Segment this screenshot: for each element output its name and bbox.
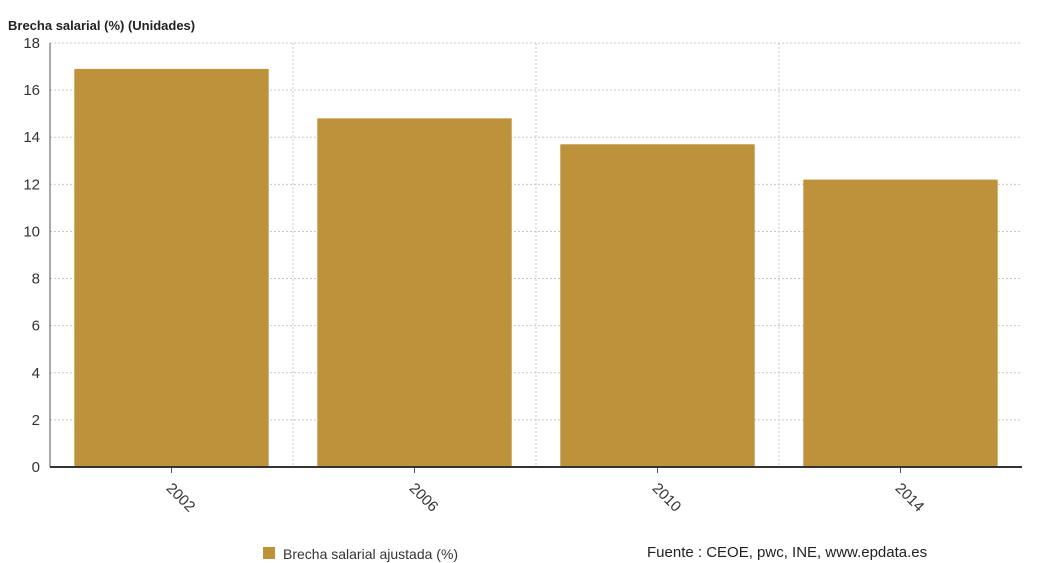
y-tick-label: 18 [23, 35, 40, 52]
y-tick-label: 14 [23, 129, 40, 146]
bar [560, 144, 755, 468]
x-tick-labels: 2002 2006 2010 2014 [163, 480, 928, 516]
bar [317, 118, 512, 467]
y-tick-labels: 0 2 4 6 8 10 12 14 16 18 [23, 35, 40, 476]
y-tick-label: 6 [32, 318, 40, 335]
x-tick-label: 2010 [649, 480, 685, 516]
bars [74, 68, 998, 468]
y-tick-label: 0 [32, 459, 40, 476]
y-axis-title: Brecha salarial (%) (Unidades) [8, 18, 195, 33]
source-text: Fuente : CEOE, pwc, INE, www.epdata.es [647, 544, 927, 561]
x-tick-label: 2014 [892, 480, 928, 516]
y-tick-label: 16 [23, 82, 40, 99]
y-tick-label: 2 [32, 412, 40, 429]
y-tick-label: 10 [23, 223, 40, 240]
y-tick-label: 4 [32, 365, 40, 382]
y-tick-label: 12 [23, 176, 40, 193]
grid-lines [50, 42, 1022, 467]
bar [803, 179, 998, 467]
y-tick-label: 8 [32, 271, 40, 288]
x-tick-label: 2006 [406, 480, 442, 516]
x-tick-label: 2002 [163, 480, 199, 516]
axes [49, 43, 1022, 473]
legend-label: Brecha salarial ajustada (%) [283, 546, 458, 562]
legend: Brecha salarial ajustada (%) [263, 546, 458, 562]
bar [74, 68, 269, 468]
legend-swatch [263, 547, 275, 559]
